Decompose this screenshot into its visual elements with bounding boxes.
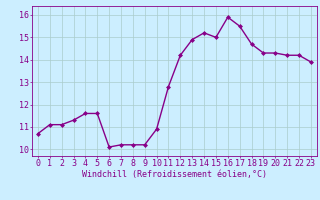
X-axis label: Windchill (Refroidissement éolien,°C): Windchill (Refroidissement éolien,°C) — [82, 170, 267, 179]
